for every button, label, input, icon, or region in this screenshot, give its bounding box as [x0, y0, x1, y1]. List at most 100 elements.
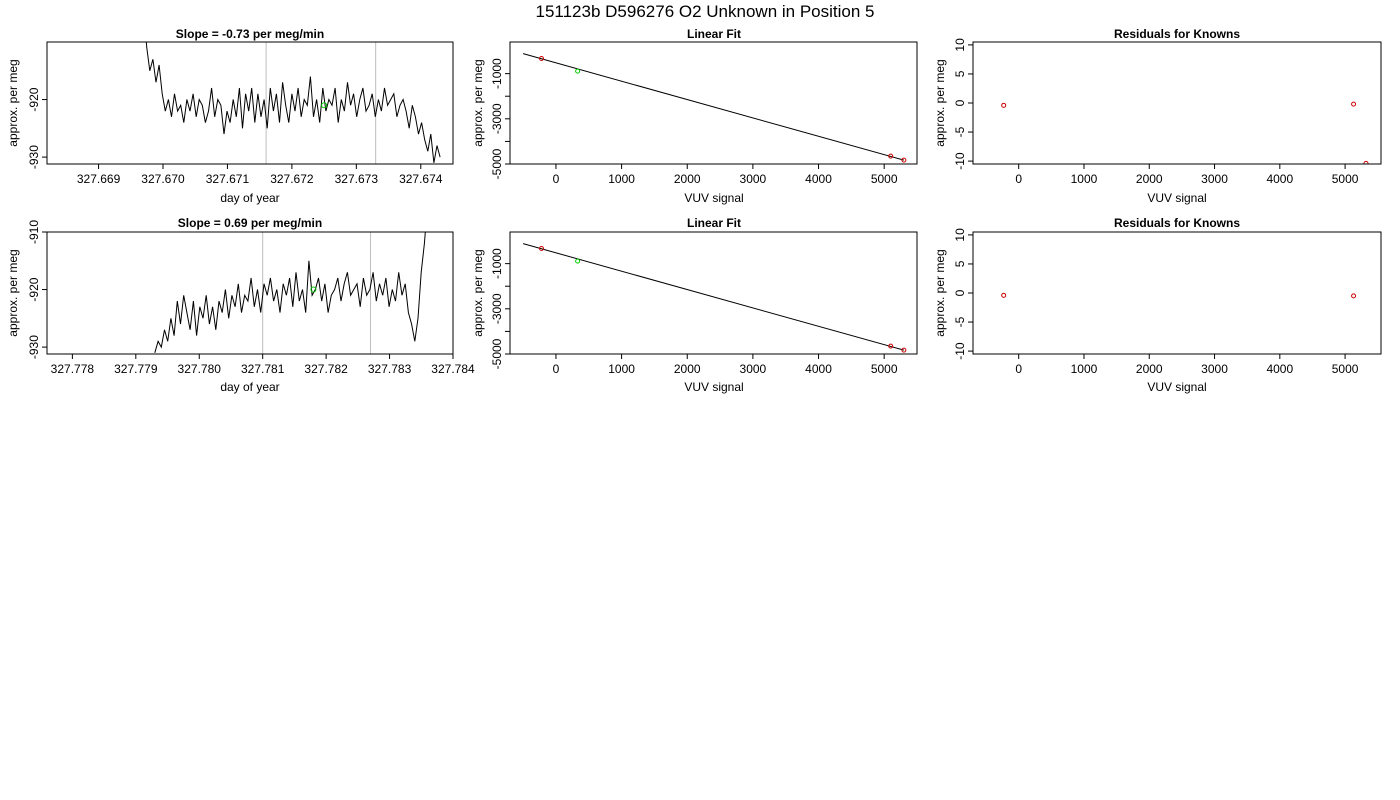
y-tick-label: -1000	[490, 248, 504, 279]
fit-line	[522, 243, 905, 351]
y-tick-label: -910	[27, 220, 41, 244]
y-axis-label: approx. per meg	[933, 59, 947, 146]
plot-area	[154, 232, 426, 354]
data-point	[1001, 102, 1007, 108]
data-point	[539, 55, 545, 61]
y-axis-label: approx. per meg	[6, 249, 20, 336]
y-tick-label: 10	[953, 228, 967, 242]
x-tick-label: 327.670	[141, 172, 185, 186]
panel-slope-2: Slope = 0.69 per meg/min day of year app…	[6, 216, 475, 394]
figure-title: 151123b D596276 O2 Unknown in Position 5	[536, 2, 875, 21]
y-axis-label: approx. per meg	[471, 59, 485, 146]
x-axis-label: VUV signal	[684, 191, 743, 205]
unknown-marker	[310, 286, 317, 293]
y-tick-label: -920	[27, 87, 41, 111]
plot-frame	[509, 231, 918, 355]
panel-title: Slope = 0.69 per meg/min	[178, 216, 322, 230]
panel-linear-fit-1: Linear Fit VUV signal approx. per meg 0 1…	[471, 27, 918, 205]
y-tick-label: -930	[27, 335, 41, 359]
x-axis-label: day of year	[220, 380, 279, 394]
x-tick-label: 5000	[871, 362, 898, 376]
x-tick-label: 0	[1015, 362, 1022, 376]
data-point	[1351, 293, 1357, 299]
data-point	[888, 343, 894, 349]
plot-frame	[972, 231, 1382, 355]
x-tick-label: 2000	[674, 362, 701, 376]
x-tick-label: 4000	[1266, 172, 1293, 186]
x-tick-label: 5000	[1332, 362, 1359, 376]
y-axis-label: approx. per meg	[933, 249, 947, 336]
plot-area	[1001, 292, 1357, 299]
data-point	[901, 347, 907, 353]
x-tick-label: 327.784	[431, 362, 475, 376]
panel-linear-fit-2: Linear Fit VUV signal approx. per meg 0 1…	[471, 216, 918, 394]
data-point	[901, 157, 907, 163]
y-tick-label: 0	[953, 99, 967, 106]
x-tick-label: 4000	[1266, 362, 1293, 376]
x-tick-label: 327.671	[206, 172, 250, 186]
data-point	[888, 153, 894, 159]
y-tick-label: -920	[27, 277, 41, 301]
plot-frame	[46, 231, 454, 355]
x-tick-label: 327.781	[241, 362, 285, 376]
x-tick-label: 2000	[1136, 362, 1163, 376]
x-tick-label: 327.782	[304, 362, 348, 376]
x-tick-label: 327.783	[368, 362, 412, 376]
y-tick-label: 5	[953, 260, 967, 267]
data-series-line	[154, 232, 426, 353]
panel-slope-1: Slope = -0.73 per meg/min day of year ap…	[6, 27, 454, 205]
data-point	[575, 68, 581, 74]
x-tick-label: 327.780	[178, 362, 222, 376]
y-tick-label: -3000	[490, 293, 504, 324]
x-tick-label: 1000	[1071, 362, 1098, 376]
x-tick-label: 4000	[805, 172, 832, 186]
x-tick-label: 327.672	[270, 172, 314, 186]
x-tick-label: 4000	[805, 362, 832, 376]
plot-frame	[972, 41, 1382, 165]
panel-title: Residuals for Knowns	[1114, 216, 1240, 230]
y-tick-label: -5	[953, 316, 967, 327]
y-tick-label: -5000	[490, 338, 504, 369]
fit-line	[522, 53, 905, 161]
y-axis-label: approx. per meg	[471, 249, 485, 336]
x-tick-label: 5000	[1332, 172, 1359, 186]
x-tick-label: 1000	[608, 362, 635, 376]
x-tick-label: 327.674	[399, 172, 443, 186]
y-tick-label: -10	[953, 152, 967, 170]
data-series-line	[145, 42, 441, 163]
x-tick-label: 2000	[674, 172, 701, 186]
y-tick-label: -930	[27, 145, 41, 169]
plot-area	[522, 243, 907, 353]
plot-area	[145, 42, 441, 164]
x-axis-label: VUV signal	[1147, 380, 1206, 394]
panel-residuals-2: Residuals for Knowns VUV signal approx. …	[933, 216, 1382, 394]
plot-area	[522, 53, 907, 163]
data-point	[1001, 292, 1007, 298]
plot-area	[1001, 101, 1369, 164]
x-tick-label: 327.779	[114, 362, 158, 376]
y-tick-label: 5	[953, 70, 967, 77]
x-tick-label: 1000	[1071, 172, 1098, 186]
x-tick-label: 0	[553, 172, 560, 186]
unknown-marker	[321, 102, 328, 109]
data-point	[1363, 160, 1369, 164]
y-tick-label: -5000	[490, 148, 504, 179]
panel-residuals-1: Residuals for Knowns VUV signal approx. …	[933, 27, 1382, 205]
panel-title: Residuals for Knowns	[1114, 27, 1240, 41]
x-tick-label: 3000	[740, 362, 767, 376]
x-axis-label: VUV signal	[1147, 191, 1206, 205]
y-tick-label: -5	[953, 126, 967, 137]
y-tick-label: -1000	[490, 58, 504, 89]
data-point	[1351, 101, 1357, 107]
panel-title: Linear Fit	[687, 27, 741, 41]
x-axis-label: VUV signal	[684, 380, 743, 394]
y-tick-label: 10	[953, 38, 967, 52]
x-tick-label: 0	[1015, 172, 1022, 186]
data-point	[539, 245, 545, 251]
x-axis-label: day of year	[220, 191, 279, 205]
y-tick-label: -10	[953, 342, 967, 360]
x-tick-label: 2000	[1136, 172, 1163, 186]
x-tick-label: 1000	[608, 172, 635, 186]
y-tick-label: 0	[953, 289, 967, 296]
